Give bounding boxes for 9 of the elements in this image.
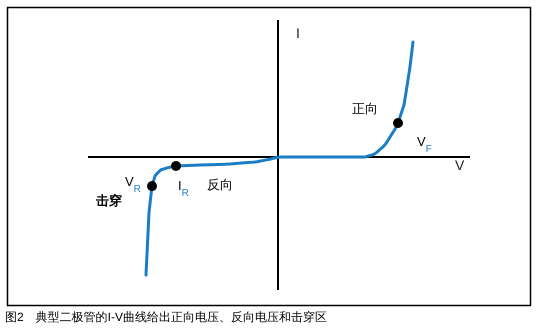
annotation: 正向	[352, 101, 378, 116]
text: 击穿	[95, 193, 122, 208]
caption: 图2 典型二极管的I-V曲线给出正向电压、反向电压和击穿区	[5, 310, 328, 324]
text: V$_{F}$	[417, 134, 432, 154]
x-axis-title: V	[455, 157, 465, 173]
text: V$_{R}$	[125, 174, 141, 194]
annotation: I$_{R}$	[178, 178, 189, 198]
annotation: 反向	[207, 177, 233, 192]
y-axis-title: I	[296, 25, 300, 41]
